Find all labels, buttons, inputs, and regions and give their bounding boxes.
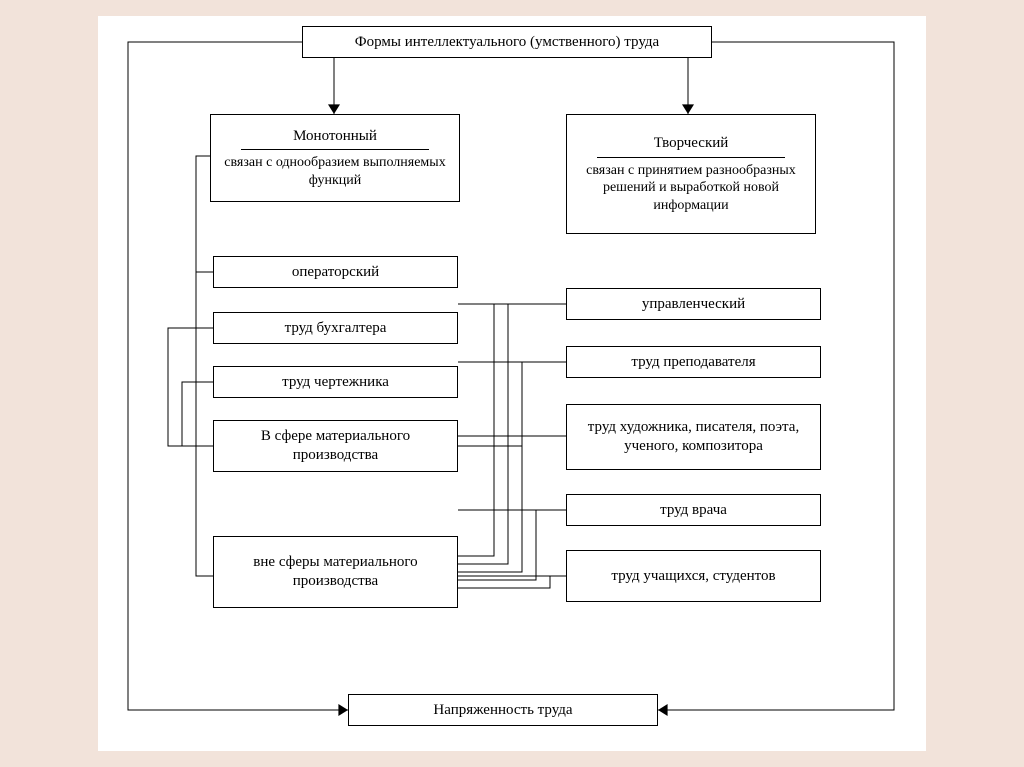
node-material: В сфере материального производства bbox=[213, 420, 458, 472]
node-accountant: труд бухгалтера bbox=[213, 312, 458, 344]
node-teacher: труд преподавателя bbox=[566, 346, 821, 378]
diagram-canvas: Формы интеллектуального (умственного) тр… bbox=[98, 16, 926, 751]
node-tension: Напряженность труда bbox=[348, 694, 658, 726]
node-root-text: Формы интеллектуального (умственного) тр… bbox=[309, 33, 705, 52]
node-nonmaterial-text: вне сферы материального производства bbox=[220, 553, 451, 591]
node-creative-title: Творческий bbox=[573, 134, 809, 153]
node-doctor: труд врача bbox=[566, 494, 821, 526]
node-nonmaterial: вне сферы материального производства bbox=[213, 536, 458, 608]
node-doctor-text: труд врача bbox=[573, 501, 814, 520]
node-draftsman: труд чертежника bbox=[213, 366, 458, 398]
node-teacher-text: труд преподавателя bbox=[573, 353, 814, 372]
node-managerial-text: управленческий bbox=[573, 295, 814, 314]
node-monotone-desc: связан с однообразием выполняемых функци… bbox=[217, 154, 453, 189]
node-creative-desc: связан с принятием разнообразных решений… bbox=[573, 162, 809, 215]
divider bbox=[241, 149, 430, 150]
node-artist: труд художника, писателя, поэта, ученого… bbox=[566, 404, 821, 470]
node-tension-text: Напряженность труда bbox=[355, 701, 651, 720]
node-root: Формы интеллектуального (умственного) тр… bbox=[302, 26, 712, 58]
node-material-text: В сфере материального производства bbox=[220, 427, 451, 465]
node-artist-text: труд художника, писателя, поэта, ученого… bbox=[573, 418, 814, 456]
node-creative: Творческий связан с принятием разнообраз… bbox=[566, 114, 816, 234]
node-monotone-title: Монотонный bbox=[217, 127, 453, 146]
node-accountant-text: труд бухгалтера bbox=[220, 319, 451, 338]
node-students-text: труд учащихся, студентов bbox=[573, 567, 814, 586]
node-monotone: Монотонный связан с однообразием выполня… bbox=[210, 114, 460, 202]
node-managerial: управленческий bbox=[566, 288, 821, 320]
divider bbox=[597, 157, 786, 158]
node-draftsman-text: труд чертежника bbox=[220, 373, 451, 392]
node-operator-text: операторский bbox=[220, 263, 451, 282]
node-students: труд учащихся, студентов bbox=[566, 550, 821, 602]
node-operator: операторский bbox=[213, 256, 458, 288]
